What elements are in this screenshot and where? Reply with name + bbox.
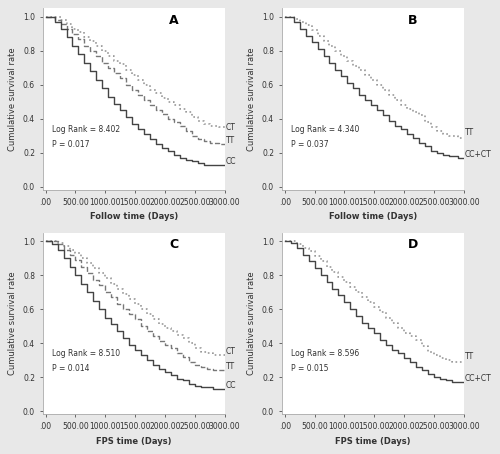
Text: CC: CC xyxy=(226,381,236,390)
Y-axis label: Cumulative survival rate: Cumulative survival rate xyxy=(248,48,256,151)
Y-axis label: Cumulative survival rate: Cumulative survival rate xyxy=(8,271,18,375)
X-axis label: FPS time (Days): FPS time (Days) xyxy=(96,437,172,446)
Text: Log Rank = 4.340: Log Rank = 4.340 xyxy=(291,125,359,134)
Text: B: B xyxy=(408,14,418,27)
Text: TT: TT xyxy=(226,137,235,145)
Text: Log Rank = 8.596: Log Rank = 8.596 xyxy=(291,349,359,358)
Text: CC: CC xyxy=(226,157,236,166)
Y-axis label: Cumulative survival rate: Cumulative survival rate xyxy=(8,48,18,151)
Text: TT: TT xyxy=(465,352,474,361)
Y-axis label: Cumulative survival rate: Cumulative survival rate xyxy=(248,271,256,375)
Text: P = 0.015: P = 0.015 xyxy=(291,364,329,373)
X-axis label: FPS time (Days): FPS time (Days) xyxy=(335,437,410,446)
Text: CC+CT: CC+CT xyxy=(465,150,491,159)
Text: Log Rank = 8.402: Log Rank = 8.402 xyxy=(52,125,120,134)
Text: D: D xyxy=(408,238,418,251)
Text: TT: TT xyxy=(226,362,235,371)
Text: P = 0.037: P = 0.037 xyxy=(291,139,329,148)
Text: Log Rank = 8.510: Log Rank = 8.510 xyxy=(52,349,120,358)
Text: A: A xyxy=(169,14,178,27)
Text: C: C xyxy=(169,238,178,251)
Text: CC+CT: CC+CT xyxy=(465,374,491,383)
Text: TT: TT xyxy=(465,128,474,137)
Text: CT: CT xyxy=(226,123,235,132)
X-axis label: Follow time (Days): Follow time (Days) xyxy=(90,212,178,222)
Text: P = 0.017: P = 0.017 xyxy=(52,139,90,148)
X-axis label: Follow time (Days): Follow time (Days) xyxy=(328,212,417,222)
Text: P = 0.014: P = 0.014 xyxy=(52,364,90,373)
Text: CT: CT xyxy=(226,347,235,356)
